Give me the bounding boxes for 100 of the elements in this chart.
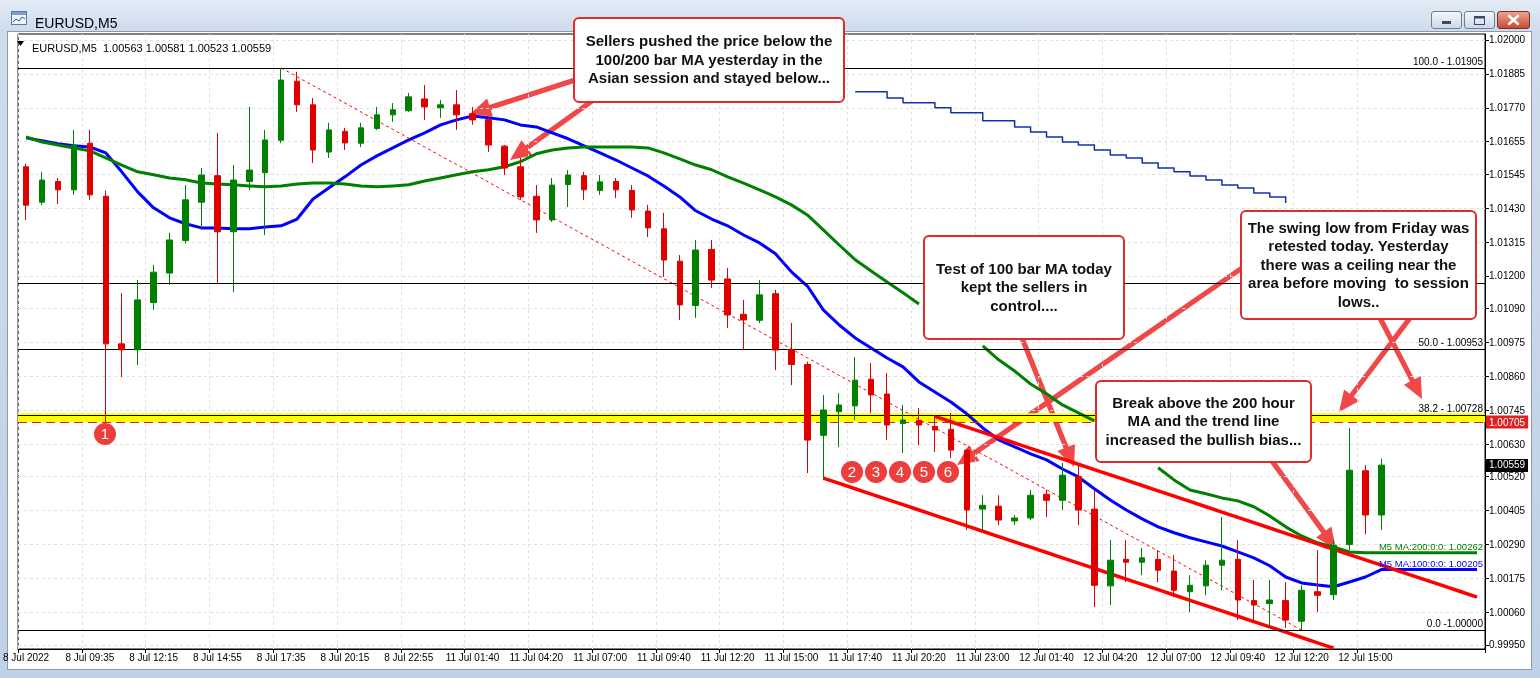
candlestick <box>421 84 428 121</box>
candlestick <box>294 71 300 113</box>
x-tick-label: 8 Jul 12:15 <box>129 651 179 663</box>
annotation: 100.0 - 1.01905 <box>1412 55 1483 67</box>
y-tick-label: 1.02000 <box>1489 34 1526 46</box>
x-tick-label: 12 Jul 04:20 <box>1083 651 1138 663</box>
candlestick <box>884 372 890 441</box>
y-tick-label: 1.01430 <box>1489 202 1526 214</box>
y-tick-label: 1.01200 <box>1489 270 1526 282</box>
x-tick-label: 8 Jul 09:35 <box>65 651 115 663</box>
x-tick-label: 12 Jul 01:40 <box>1019 651 1075 663</box>
chart-title: EURUSD,M5 <box>35 15 118 31</box>
y-tick-label: 1.01770 <box>1489 102 1526 114</box>
candlestick <box>565 169 571 208</box>
series-label: M5 MA:200:0:0: 1.00262 <box>1378 540 1483 552</box>
candlestick <box>87 129 93 201</box>
callout: Break above the 200 hour MA and the trend line increased the bullish bias... <box>1095 380 1312 463</box>
candlestick <box>629 184 635 219</box>
annotation: Test of 100 bar MA today kept the sellers in control.... <box>936 259 1112 316</box>
candlestick <box>661 212 667 278</box>
candlestick <box>995 494 1002 526</box>
candlestick <box>533 184 540 234</box>
y-tick-label: 1.00060 <box>1489 606 1526 618</box>
candlestick <box>182 184 189 245</box>
x-tick-label: 12 Jul 07:00 <box>1146 651 1202 663</box>
candlestick <box>1266 579 1273 629</box>
ref-line-label: 1.00705 <box>1489 416 1526 428</box>
candlestick <box>1059 462 1066 511</box>
x-tick-label: 11 Jul 15:00 <box>764 651 819 663</box>
y-tick-label: 0.99950 <box>1489 639 1526 651</box>
x-tick-label: 11 Jul 04:20 <box>509 651 564 663</box>
y-tick-label: 1.01885 <box>1489 68 1526 80</box>
candlestick <box>756 279 763 324</box>
candlestick <box>1011 514 1018 526</box>
annotation: 4 <box>889 461 911 483</box>
text: EURUSD,M5 1.00563 1.00581 1.00523 1.00559 <box>32 41 272 54</box>
y-tick-label: 1.00975 <box>1489 336 1526 348</box>
x-tick-label: 11 Jul 17:40 <box>828 651 883 663</box>
y-tick-label: 1.01655 <box>1489 136 1526 148</box>
candlestick <box>613 177 619 199</box>
candlestick <box>198 167 205 231</box>
candlestick <box>1027 489 1034 521</box>
annotation: 5 <box>913 461 935 483</box>
candlestick <box>948 412 954 459</box>
y-tick-label: 1.01090 <box>1489 302 1526 314</box>
candlestick <box>788 322 795 386</box>
candlestick <box>1282 581 1289 629</box>
candlestick <box>166 232 173 286</box>
candlestick <box>23 163 29 221</box>
candlestick <box>1378 458 1385 531</box>
candlestick <box>1187 574 1193 613</box>
x-tick-label: 11 Jul 20:20 <box>892 651 947 663</box>
x-tick-label: 8 Jul 17:35 <box>256 651 307 663</box>
y-tick-label: 1.00630 <box>1489 438 1526 450</box>
candlestick <box>979 494 986 533</box>
annotation: The swing low from Friday was retested today. Yesterday there was a ceiling near the area before moving to session lows.. <box>1247 218 1470 312</box>
x-tick-label: 11 Jul 23:00 <box>955 651 1011 663</box>
candlestick <box>358 122 364 148</box>
annotation: 0.0 -1.00000 <box>1426 618 1483 630</box>
candlestick <box>900 404 906 454</box>
candlestick <box>326 122 332 159</box>
x-tick-label: 11 Jul 12:20 <box>700 651 755 663</box>
y-tick-label: 1.00175 <box>1489 572 1526 584</box>
candlestick <box>724 267 731 329</box>
x-tick-label: 12 Jul 09:40 <box>1210 651 1266 663</box>
annotation: 50.0 - 1.00953 <box>1418 336 1483 348</box>
candlestick <box>437 99 444 119</box>
candlestick <box>278 67 284 144</box>
candlestick <box>230 164 237 293</box>
candlestick <box>677 254 683 321</box>
y-tick-label: 1.01315 <box>1489 236 1526 248</box>
candlestick <box>581 171 587 201</box>
candlestick <box>1155 549 1161 583</box>
candlestick <box>1298 584 1305 631</box>
annotation: 6 <box>937 461 959 483</box>
candlestick <box>1075 464 1082 526</box>
candlestick <box>772 289 779 371</box>
annotation: 3 <box>865 461 887 483</box>
candlestick <box>740 299 747 351</box>
annotation: Break above the 200 hour MA and the trend line increased the bullish bias... <box>1105 393 1302 450</box>
candlestick <box>964 448 970 531</box>
candlestick <box>485 116 492 153</box>
candlestick <box>852 356 858 421</box>
candlestick <box>405 92 412 113</box>
x-tick-label: 11 Jul 07:00 <box>573 651 628 663</box>
candlestick <box>55 177 61 205</box>
candlestick <box>820 394 827 481</box>
candlestick <box>390 102 396 123</box>
candlestick <box>804 361 811 474</box>
candlestick <box>453 89 460 131</box>
candlestick <box>1251 579 1257 621</box>
y-tick-label: 1.00520 <box>1489 471 1526 483</box>
y-tick-label: 1.00405 <box>1489 505 1526 517</box>
candlestick <box>469 106 476 126</box>
candlestick <box>1139 547 1145 576</box>
x-tick-label: 8 Jul 20:15 <box>320 651 370 663</box>
candlestick <box>310 97 316 164</box>
candlestick <box>916 407 922 446</box>
candlestick <box>868 362 874 414</box>
candlestick <box>103 189 109 423</box>
